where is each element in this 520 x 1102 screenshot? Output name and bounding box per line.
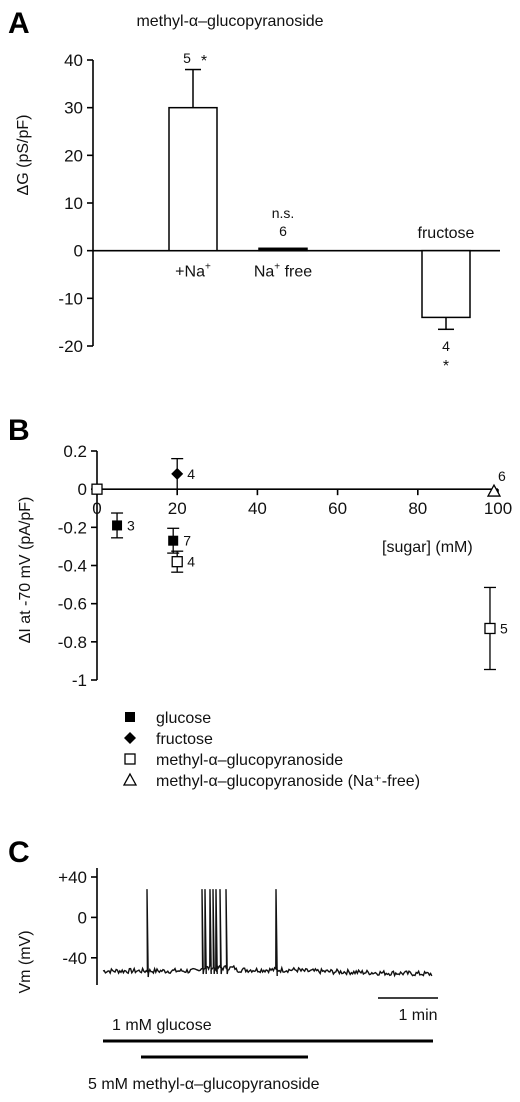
bar xyxy=(258,247,308,252)
sig-label: * xyxy=(443,358,449,375)
legend-swatch xyxy=(124,732,136,744)
n-label: 5 xyxy=(183,50,191,66)
panel-c-ylabel: Vm (mV) xyxy=(17,930,34,993)
y-tick-label: +40 xyxy=(58,868,87,887)
y-tick-label: 20 xyxy=(64,146,83,165)
y-tick-label: 40 xyxy=(64,51,83,70)
y-tick-label: -0.4 xyxy=(58,557,87,576)
category-label: fructose xyxy=(418,225,475,242)
x-tick-label: 0 xyxy=(92,499,101,518)
sig-label: * xyxy=(201,53,207,70)
legend-swatch xyxy=(122,772,138,786)
y-tick-label: -0.8 xyxy=(58,633,87,652)
data-point xyxy=(91,483,103,495)
y-tick-label: 30 xyxy=(64,99,83,118)
y-tick-label: 0 xyxy=(78,480,87,499)
panel-c-chart: +40 0 -40 xyxy=(58,868,438,1059)
data-point xyxy=(112,520,123,531)
legend-label: fructose xyxy=(156,731,213,748)
y-tick-label: -0.6 xyxy=(58,595,87,614)
y-tick-label: 0 xyxy=(78,908,87,927)
category-label: +Na+ xyxy=(175,262,211,281)
n-label: 5 xyxy=(500,620,508,636)
y-tick-label: 0.2 xyxy=(63,442,87,461)
data-point xyxy=(168,535,179,546)
panel-b-xlabel: [sugar] (mM) xyxy=(382,539,473,556)
data-point xyxy=(171,467,184,480)
panel-label-a: A xyxy=(8,7,30,40)
scale-bar-label: 1 min xyxy=(398,1007,437,1024)
n-label: 4 xyxy=(187,554,195,570)
voltage-trace xyxy=(102,889,433,978)
x-tick-label: 60 xyxy=(328,499,347,518)
y-tick-label: -1 xyxy=(72,671,87,690)
y-tick-label: -0.2 xyxy=(58,518,87,537)
y-tick-label: -40 xyxy=(62,949,87,968)
legend-swatch xyxy=(124,753,136,765)
legend-swatch xyxy=(125,712,135,722)
legend-label: glucose xyxy=(156,710,211,727)
n-label: 6 xyxy=(498,468,506,484)
panel-b-ylabel: ΔI at -70 mV (pA/pF) xyxy=(17,497,34,644)
panel-a-chart: -20 -10 0 10 20 30 40 +Na+ Na+ free fructose 5 * n.s… xyxy=(58,50,500,375)
n-label: 4 xyxy=(442,338,450,354)
y-tick-label: -10 xyxy=(58,289,83,308)
x-tick-label: 20 xyxy=(168,499,187,518)
n-label: 4 xyxy=(187,466,195,482)
x-tick-label: 40 xyxy=(248,499,267,518)
panel-b-legend: glucose fructose methyl-α–glucopyranoside m… xyxy=(122,710,420,790)
panel-b-chart: -1 -0.8 -0.6 -0.4 -0.2 0 0.2 0 20 40 60 80 100 3 7 4 4 5 6 xyxy=(58,442,512,690)
category-label: Na+ free xyxy=(254,262,312,281)
bar-label-mag: 5 mM methyl-α–glucopyranoside xyxy=(88,1076,320,1093)
data-point xyxy=(171,556,183,568)
panel-a-title: methyl-α–glucopyranoside xyxy=(136,13,323,30)
panel-label-b: B xyxy=(8,414,30,447)
y-tick-label: -20 xyxy=(58,337,83,356)
y-tick-label: 10 xyxy=(64,194,83,213)
bar-label-glucose: 1 mM glucose xyxy=(112,1017,212,1034)
n-label: 7 xyxy=(183,533,191,549)
panel-a-ylabel: ΔG (pS/pF) xyxy=(15,115,32,196)
data-point xyxy=(484,622,496,635)
legend-label: methyl-α–glucopyranoside (Na⁺-free) xyxy=(156,773,420,790)
bar xyxy=(168,106,218,252)
y-tick-label: 0 xyxy=(74,242,83,261)
x-tick-label: 100 xyxy=(484,499,512,518)
n-label: 3 xyxy=(127,517,135,533)
n-label: 6 xyxy=(279,223,287,239)
bar xyxy=(421,249,471,319)
sig-label: n.s. xyxy=(272,205,295,221)
x-tick-label: 80 xyxy=(408,499,427,518)
panel-label-c: C xyxy=(8,836,30,869)
data-point xyxy=(486,483,502,497)
legend-label: methyl-α–glucopyranoside xyxy=(156,752,343,769)
